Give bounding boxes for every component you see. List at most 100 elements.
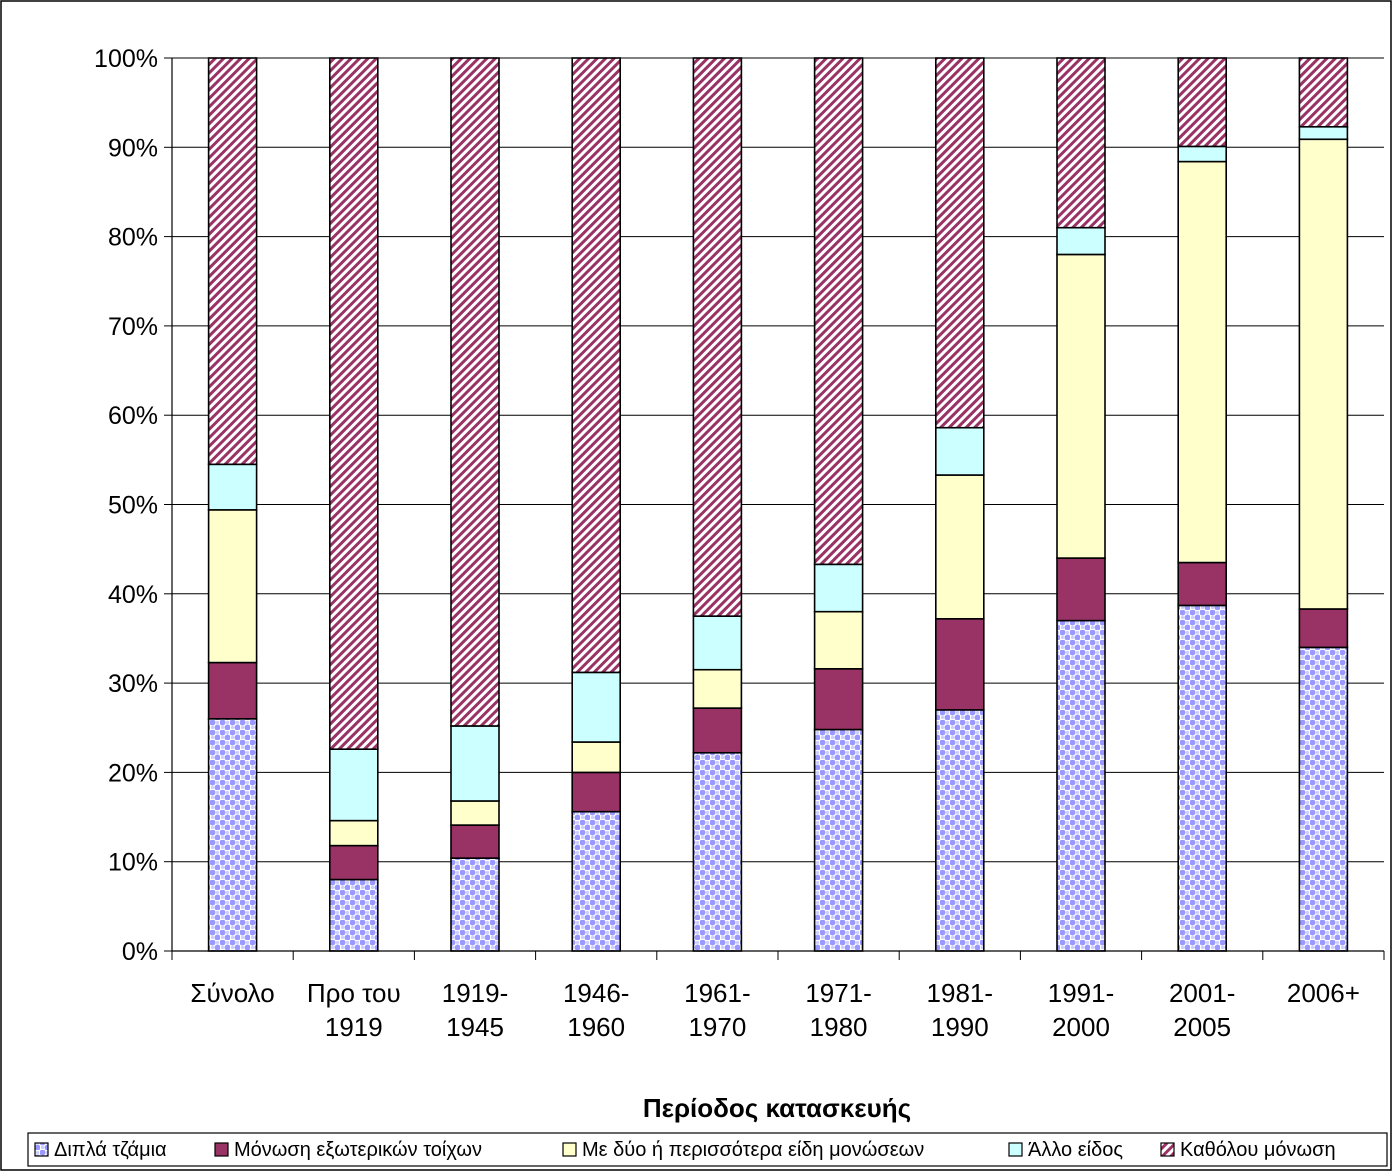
x-tick-label-line: 2006+: [1287, 978, 1360, 1008]
bar-segment: [450, 857, 500, 952]
bar-segment: [934, 618, 985, 711]
x-tick-label-line: 1961-: [684, 978, 751, 1008]
bar-segment: [571, 741, 622, 774]
bar-segment: [1298, 125, 1349, 141]
y-axis-ticks: 0% 10% 20% 30% 40% 50% 60% 70% 80% 90% 100%: [94, 45, 172, 966]
axes: [171, 58, 1385, 960]
x-tick-label-line: Προ του: [307, 978, 401, 1008]
x-tick-label-line: 1971-: [805, 978, 872, 1008]
bar-segment: [328, 844, 379, 881]
bar-segment: [692, 57, 743, 617]
y-tick-label: 50%: [108, 492, 158, 520]
y-tick-label: 100%: [94, 45, 158, 73]
bar-segment: [813, 610, 864, 670]
x-tick-label-line: 1919-: [442, 978, 509, 1008]
y-tick-label: 90%: [108, 134, 158, 162]
legend-swatch: [1008, 1142, 1023, 1157]
bar-segment: [207, 509, 258, 664]
y-tick-label: 10%: [108, 849, 158, 877]
legend-label: Μόνωση εξωτερικών τοίχων: [234, 1139, 482, 1161]
y-tick-label: 0%: [122, 938, 158, 966]
bar-segment: [934, 57, 985, 429]
x-tick-label: 2001- 2005: [1169, 978, 1236, 1042]
bar-segment: [1177, 561, 1227, 607]
x-tick-label: 1919- 1945: [442, 978, 509, 1042]
x-tick-label: Προ του 1919: [307, 978, 401, 1042]
bar-segment: [328, 748, 379, 822]
x-tick-label: 2006+: [1287, 978, 1360, 1008]
bar-segment: [207, 57, 258, 466]
bar-segment: [1056, 619, 1106, 952]
legend-swatch: [214, 1142, 229, 1157]
bar-segment: [328, 57, 379, 750]
bar-segment: [207, 718, 258, 952]
x-axis-labels: Σύνολο Προ του 1919 1919- 1945 1946- 1960 1961-…: [190, 978, 1359, 1042]
x-tick-label-line: 2001-: [1169, 978, 1236, 1008]
x-tick-label-line: 1946-: [563, 978, 630, 1008]
bar-segment: [571, 771, 622, 813]
bar-segment: [450, 57, 500, 727]
x-tick-label-line: 1945: [446, 1012, 504, 1042]
x-tick-label: Σύνολο: [190, 978, 274, 1008]
bar-segment: [450, 800, 500, 826]
x-tick-label-line: 1980: [810, 1012, 868, 1042]
bar-segment: [934, 709, 985, 952]
x-tick-label: 1961- 1970: [684, 978, 751, 1042]
bar-segment: [813, 563, 864, 613]
x-tick-label: 1991- 2000: [1048, 978, 1115, 1042]
x-tick-label-line: 1981-: [927, 978, 994, 1008]
x-tick-label-line: 2000: [1052, 1012, 1110, 1042]
bar-segment: [207, 661, 258, 720]
x-tick-label: 1971- 1980: [805, 978, 872, 1042]
bar-segment: [1177, 145, 1227, 163]
x-tick-label-line: 1991-: [1048, 978, 1115, 1008]
bar-segment: [934, 474, 985, 620]
bar-segment: [571, 671, 622, 743]
bar-segment: [934, 426, 985, 476]
x-tick-label-line: 1970: [688, 1012, 746, 1042]
legend-label: Καθόλου μόνωση: [1180, 1139, 1336, 1161]
x-tick-label: 1946- 1960: [563, 978, 630, 1042]
bar-segment: [813, 728, 864, 952]
bar-segment: [450, 725, 500, 802]
legend-label: Άλλο είδος: [1028, 1139, 1123, 1161]
bar-segment: [813, 57, 864, 566]
bar-segment: [1177, 604, 1227, 952]
x-tick-label: 1981- 1990: [927, 978, 994, 1042]
bar-segment: [328, 819, 379, 847]
bar-segment: [1298, 57, 1349, 128]
bar-segment: [692, 668, 743, 709]
x-axis-title: Περίοδος κατασκευής: [643, 1093, 911, 1123]
x-tick-label-line: 2005: [1173, 1012, 1231, 1042]
legend-label: Διπλά τζάμια: [54, 1139, 167, 1161]
bar-segment: [813, 668, 864, 731]
bar-segment: [450, 824, 500, 859]
legend: Διπλά τζάμια Μόνωση εξωτερικών τοίχων Με δ…: [34, 1139, 1336, 1161]
y-tick-label: 60%: [108, 402, 158, 430]
legend-swatch: [34, 1142, 49, 1157]
bar-segment: [571, 810, 622, 952]
bar-segment: [571, 57, 622, 674]
bar-segment: [328, 878, 379, 952]
legend-label: Με δύο ή περισσότερα είδη μονώσεων: [582, 1139, 924, 1161]
x-tick-label-line: 1990: [931, 1012, 989, 1042]
bar-segment: [692, 707, 743, 754]
y-tick-label: 40%: [108, 581, 158, 609]
bar-segment: [1056, 226, 1106, 256]
bar-segment: [1177, 160, 1227, 564]
bar-segment: [692, 615, 743, 671]
legend-swatch: [562, 1142, 577, 1157]
bar-segment: [1298, 608, 1349, 649]
bar-segment: [1056, 57, 1106, 229]
bar-segment: [1298, 138, 1349, 610]
y-tick-label: 30%: [108, 670, 158, 698]
legend-swatch: [1160, 1142, 1175, 1157]
bar-segment: [207, 463, 258, 511]
bar-segment: [692, 751, 743, 952]
bar-segment: [1298, 646, 1349, 952]
y-tick-label: 70%: [108, 313, 158, 341]
bar-segment: [1056, 253, 1106, 559]
x-tick-label-line: Σύνολο: [190, 978, 274, 1008]
